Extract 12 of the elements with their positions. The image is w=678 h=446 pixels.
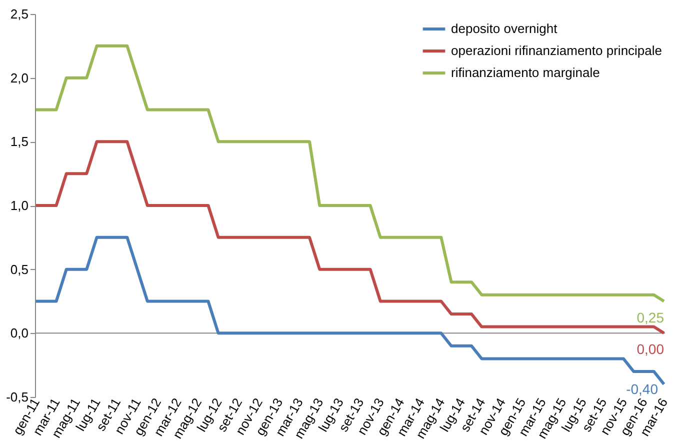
- y-tick-label: 1,5: [10, 134, 28, 150]
- data-label: -0,40: [626, 381, 658, 398]
- y-tick-label: 0,5: [10, 262, 28, 277]
- y-tick-label: 1,0: [10, 198, 28, 213]
- legend-label: deposito overnight: [451, 21, 558, 36]
- legend-label: rifinanziamento marginale: [451, 65, 600, 80]
- y-tick-label: 2,5: [10, 6, 28, 22]
- y-tick-label: 0,0: [10, 326, 28, 341]
- data-label: 0,00: [636, 341, 664, 358]
- data-label: 0,25: [636, 309, 664, 326]
- y-tick-label: 2,0: [10, 70, 28, 86]
- legend-label: operazioni rifinanziamento principale: [451, 43, 662, 58]
